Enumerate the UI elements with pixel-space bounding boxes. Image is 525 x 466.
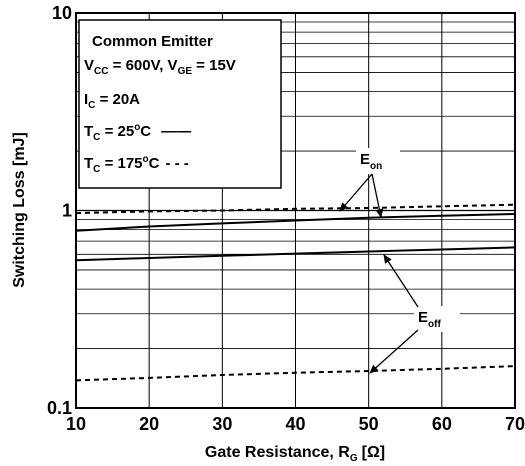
legend-frame (78, 19, 282, 189)
series-line-3 (75, 246, 516, 262)
x-tick-label: 50 (359, 414, 379, 434)
legend-line-tc25: TC = 25oC —— (84, 122, 191, 143)
x-tick-label: 60 (432, 414, 452, 434)
series-line-1 (75, 203, 516, 215)
series-group (75, 203, 516, 382)
series-line-4 (75, 365, 516, 382)
x-tick-label: 40 (285, 414, 305, 434)
legend-line-vcc: VCC = 600V, VGE = 15V (84, 57, 236, 77)
y-tick-label: 0.1 (47, 398, 72, 418)
legend-title: Common Emitter (92, 33, 213, 50)
y-tick-label: 10 (52, 3, 72, 23)
legend-line-tc175: TC = 175oC - - - (84, 154, 189, 175)
x-tick-label: 30 (212, 414, 232, 434)
eon-label: Eon (360, 151, 382, 172)
tick-labels: 10 20 30 40 50 60 70 0.1 1 10 (47, 3, 525, 434)
legend-line-ic: IC = 20A (84, 91, 140, 111)
y-tick-label: 1 (62, 201, 72, 221)
eoff-arrow-1 (383, 254, 419, 308)
x-tick-label: 70 (505, 414, 525, 434)
y-axis-label: Switching Loss [mJ] (11, 132, 28, 288)
series-line-2 (75, 213, 516, 232)
eoff-label: Eoff (418, 309, 441, 330)
eon-arrow-1 (339, 173, 373, 212)
x-axis-label: Gate Resistance, RG [Ω] (205, 444, 385, 464)
eoff-label-bg (414, 306, 460, 332)
eoff-annotation: Eoff (369, 254, 460, 374)
eon-arrow-2 (371, 173, 384, 218)
plot-frame (75, 12, 516, 409)
x-tick-label: 10 (66, 414, 86, 434)
eoff-arrow-2 (369, 329, 419, 374)
eon-label-bg (356, 148, 400, 174)
legend-box: Common Emitter VCC = 600V, VGE = 15V IC … (78, 19, 282, 189)
eon-annotation: Eon (339, 148, 400, 218)
x-tick-label: 20 (139, 414, 159, 434)
